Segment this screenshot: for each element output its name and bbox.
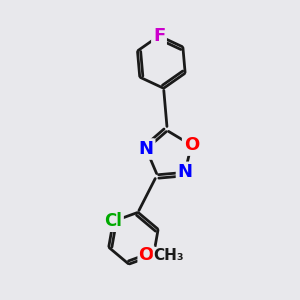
Text: CH₃: CH₃ [154,248,184,263]
Text: N: N [139,140,154,158]
Text: F: F [153,27,165,45]
Text: N: N [178,164,193,181]
Text: O: O [138,246,154,264]
Text: Cl: Cl [104,212,122,230]
Text: O: O [184,136,199,154]
